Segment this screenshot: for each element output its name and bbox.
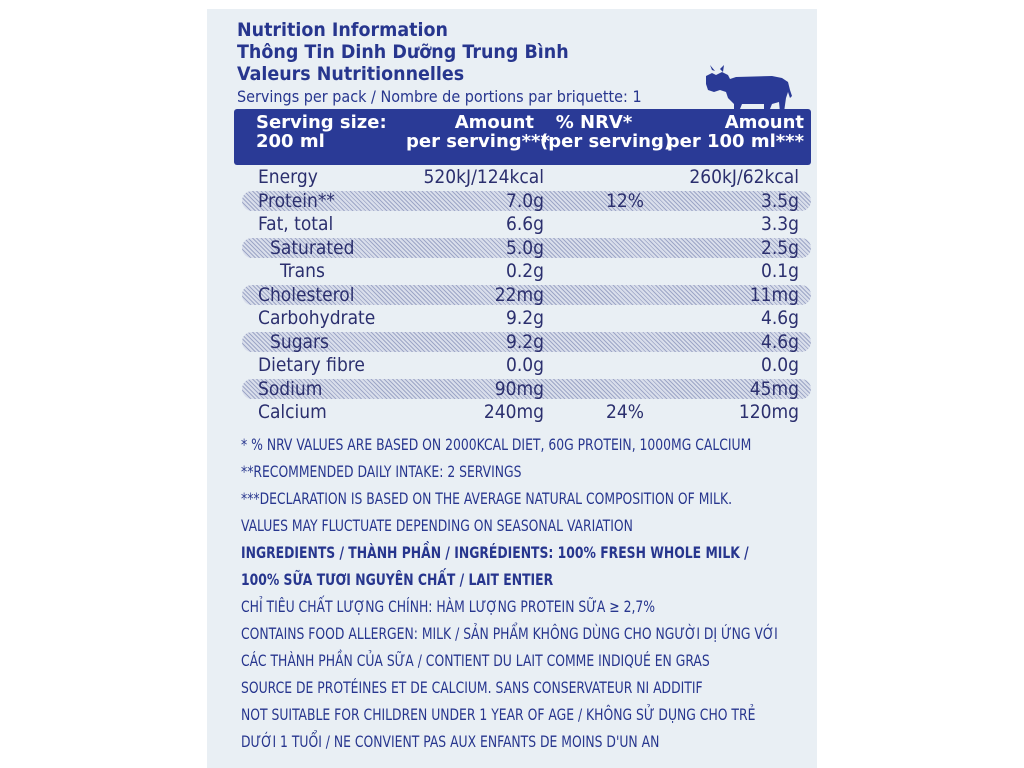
- amount-per-100ml: 3.5g: [760, 189, 799, 212]
- nrv-percent: 24%: [606, 401, 644, 423]
- amount-per-serving: 0.0g: [505, 354, 544, 376]
- header-serving-size-line1: Serving size:: [256, 112, 387, 133]
- amount-per-serving: 9.2g: [505, 307, 544, 329]
- nutrient-name: Calcium: [258, 401, 327, 423]
- header-per100-line2: per 100 ml***: [666, 131, 804, 152]
- servings-per-pack: Servings per pack / Nombre de portions p…: [237, 87, 642, 106]
- footnote-line: CÁC THÀNH PHẦN CỦA SỮA / CONTIENT DU LAI…: [241, 651, 710, 670]
- nutrient-name: Dietary fibre: [258, 354, 365, 376]
- nutrient-row: Protein** 7.0g 12% 3.5g: [234, 189, 811, 213]
- amount-per-100ml: 260kJ/62kcal: [689, 166, 799, 188]
- amount-per-serving: 6.6g: [505, 213, 544, 235]
- amount-per-100ml: 0.0g: [760, 354, 799, 376]
- title-block: Nutrition Information Thông Tin Dinh Dưỡ…: [237, 19, 598, 85]
- amount-per-serving: 5.0g: [505, 236, 544, 259]
- ingredients-line: INGREDIENTS / THÀNH PHẦN / INGRÉDIENTS: …: [241, 543, 749, 562]
- nutrient-row: Dietary fibre 0.0g 0.0g: [234, 353, 811, 377]
- row-shading: [242, 237, 811, 258]
- amount-per-100ml: 11mg: [749, 283, 799, 306]
- amount-per-serving: 9.2g: [505, 330, 544, 353]
- header-amount-line1: Amount: [454, 112, 534, 133]
- footnote-line: ***DECLARATION IS BASED ON THE AVERAGE N…: [241, 489, 733, 508]
- amount-per-serving: 0.2g: [505, 260, 544, 282]
- amount-per-100ml: 45mg: [749, 377, 799, 400]
- nrv-percent: 12%: [606, 189, 644, 212]
- nutrient-row: Saturated 5.0g 2.5g: [234, 236, 811, 260]
- footnote-line: CHỈ TIÊU CHẤT LƯỢNG CHÍNH: HÀM LƯỢNG PRO…: [241, 597, 656, 616]
- amount-per-100ml: 0.1g: [760, 260, 799, 282]
- amount-per-100ml: 4.6g: [760, 307, 799, 329]
- header-per100-line1: Amount: [724, 112, 804, 133]
- ingredients-line: 100% SỮA TƯƠI NGUYÊN CHẤT / LAIT ENTIER: [241, 570, 554, 589]
- footnote-line: VALUES MAY FLUCTUATE DEPENDING ON SEASON…: [241, 516, 633, 535]
- nutrient-name: Protein**: [258, 189, 335, 212]
- header-serving-size: Serving size: 200 ml: [256, 113, 387, 151]
- title-french: Valeurs Nutritionnelles: [237, 63, 465, 85]
- amount-per-serving: 240mg: [483, 401, 544, 423]
- header-amount-per-serving: Amount per serving***: [406, 112, 550, 152]
- footnote-line: DƯỚI 1 TUỔI / NE CONVIENT PAS AUX ENFANT…: [241, 732, 660, 751]
- footnote-line: NOT SUITABLE FOR CHILDREN UNDER 1 YEAR O…: [241, 705, 756, 724]
- footnote-line: SOURCE DE PROTÉINES ET DE CALCIUM. SANS …: [241, 678, 703, 697]
- nutrient-row: Cholesterol 22mg 11mg: [234, 283, 811, 307]
- nutrient-name: Sodium: [258, 377, 323, 400]
- row-shading: [242, 331, 811, 352]
- amount-per-serving: 7.0g: [505, 189, 544, 212]
- amount-per-100ml: 2.5g: [760, 236, 799, 259]
- row-shading: [242, 284, 811, 305]
- amount-per-100ml: 3.3g: [760, 213, 799, 235]
- nutrient-name: Carbohydrate: [258, 307, 376, 329]
- amount-per-100ml: 4.6g: [760, 330, 799, 353]
- amount-per-serving: 90mg: [494, 377, 544, 400]
- nutrient-name: Cholesterol: [258, 283, 355, 306]
- header-nrv-line1: % NRV*: [555, 112, 633, 133]
- nutrient-rows: Energy 520kJ/124kcal 260kJ/62kcal Protein**…: [234, 165, 811, 424]
- amount-per-serving: 22mg: [494, 283, 544, 306]
- footnotes: * % NRV VALUES ARE BASED ON 2000KCAL DIE…: [241, 431, 817, 755]
- header-nrv-line2: (per serving): [540, 131, 673, 152]
- nutrient-name: Fat, total: [258, 213, 334, 235]
- nutrient-row: Trans 0.2g 0.1g: [234, 259, 811, 283]
- nutrient-name: Trans: [280, 260, 325, 282]
- header-nrv: % NRV* (per serving): [540, 112, 673, 152]
- row-shading: [242, 378, 811, 399]
- nutrient-row: Calcium 240mg 24% 120mg: [234, 400, 811, 424]
- amount-per-100ml: 120mg: [738, 401, 799, 423]
- amount-per-serving: 520kJ/124kcal: [423, 166, 544, 188]
- header-amount-line2: per serving***: [406, 131, 550, 152]
- footnote-line: CONTAINS FOOD ALLERGEN: MILK / SẢN PHẨM …: [241, 624, 778, 643]
- header-amount-per-100ml: Amount per 100 ml***: [652, 113, 804, 151]
- table-header: Serving size: 200 ml Amount per serving*…: [234, 109, 811, 165]
- nutrient-row: Fat, total 6.6g 3.3g: [234, 212, 811, 236]
- nutrient-name: Saturated: [270, 236, 355, 259]
- title-english: Nutrition Information: [237, 19, 448, 41]
- nutrition-label: Nutrition Information Thông Tin Dinh Dưỡ…: [207, 9, 817, 768]
- footnote-line: **RECOMMENDED DAILY INTAKE: 2 SERVINGS: [241, 462, 522, 481]
- nutrient-row: Sodium 90mg 45mg: [234, 377, 811, 401]
- nutrient-row: Carbohydrate 9.2g 4.6g: [234, 306, 811, 330]
- nutrient-name: Sugars: [270, 330, 329, 353]
- header-serving-size-line2: 200 ml: [256, 131, 325, 152]
- title-vietnamese: Thông Tin Dinh Dưỡng Trung Bình: [237, 41, 569, 63]
- footnote-line: * % NRV VALUES ARE BASED ON 2000KCAL DIE…: [241, 435, 752, 454]
- nutrient-name: Energy: [258, 166, 318, 188]
- row-shading: [242, 190, 811, 211]
- cow-icon: [706, 65, 792, 114]
- nutrient-row: Sugars 9.2g 4.6g: [234, 330, 811, 354]
- nutrient-row: Energy 520kJ/124kcal 260kJ/62kcal: [234, 165, 811, 189]
